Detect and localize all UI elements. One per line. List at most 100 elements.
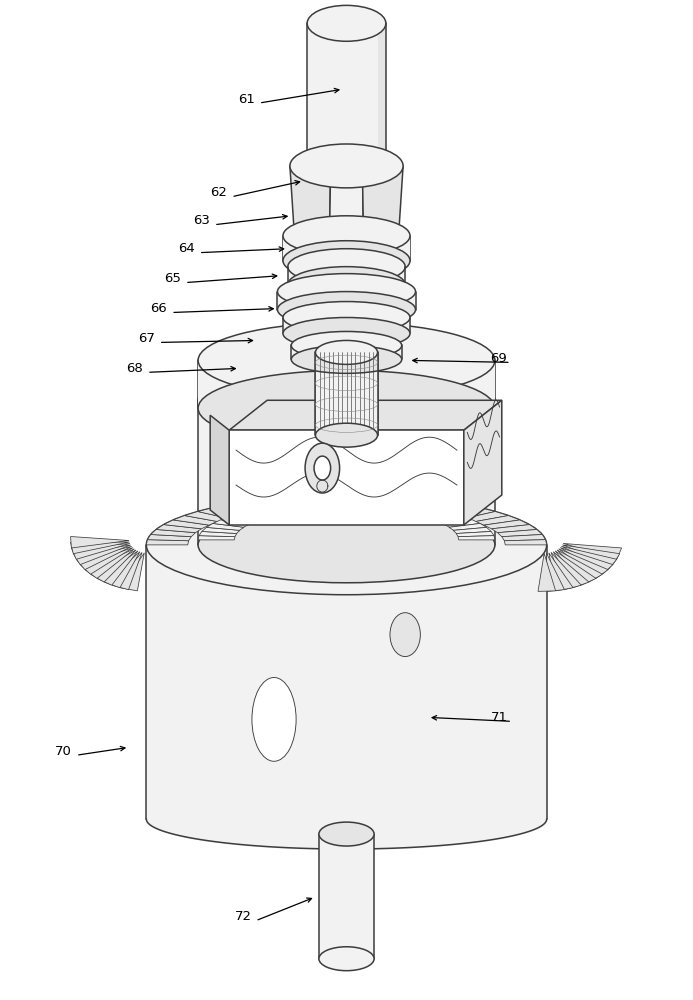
Polygon shape <box>71 542 130 554</box>
Polygon shape <box>267 506 294 514</box>
Polygon shape <box>80 548 133 574</box>
Ellipse shape <box>283 216 410 256</box>
Polygon shape <box>449 523 486 530</box>
Polygon shape <box>505 540 547 545</box>
Polygon shape <box>265 497 297 509</box>
Polygon shape <box>73 545 130 565</box>
Ellipse shape <box>307 148 386 184</box>
Polygon shape <box>557 550 602 582</box>
Polygon shape <box>290 166 331 236</box>
Polygon shape <box>173 516 218 525</box>
Ellipse shape <box>198 322 495 398</box>
Polygon shape <box>202 527 240 533</box>
Polygon shape <box>329 166 364 236</box>
Polygon shape <box>229 430 464 525</box>
Text: 61: 61 <box>238 93 255 106</box>
Polygon shape <box>561 546 617 569</box>
Polygon shape <box>283 236 410 261</box>
Polygon shape <box>437 516 472 524</box>
Polygon shape <box>475 516 520 525</box>
Polygon shape <box>315 352 378 435</box>
Polygon shape <box>549 553 573 591</box>
Text: 72: 72 <box>234 910 252 923</box>
Polygon shape <box>231 513 264 521</box>
Polygon shape <box>378 23 386 166</box>
Ellipse shape <box>305 443 340 493</box>
Polygon shape <box>319 834 374 959</box>
Ellipse shape <box>290 144 403 188</box>
Polygon shape <box>563 545 620 564</box>
Polygon shape <box>221 516 256 524</box>
Polygon shape <box>484 520 529 529</box>
Ellipse shape <box>307 5 386 41</box>
Polygon shape <box>85 549 134 578</box>
Polygon shape <box>374 503 396 510</box>
Text: 67: 67 <box>138 332 155 345</box>
Polygon shape <box>146 545 547 819</box>
Polygon shape <box>363 495 388 506</box>
Text: 70: 70 <box>55 745 72 758</box>
Polygon shape <box>410 508 439 516</box>
Polygon shape <box>346 495 367 506</box>
Ellipse shape <box>319 947 374 971</box>
Polygon shape <box>387 504 411 511</box>
Polygon shape <box>305 495 330 506</box>
Text: 66: 66 <box>150 302 167 315</box>
Polygon shape <box>198 400 495 545</box>
Polygon shape <box>229 400 502 430</box>
Ellipse shape <box>198 507 495 583</box>
Polygon shape <box>283 318 410 333</box>
Polygon shape <box>282 504 306 511</box>
Polygon shape <box>229 502 267 513</box>
Polygon shape <box>326 495 346 506</box>
Ellipse shape <box>314 456 331 480</box>
Polygon shape <box>288 267 405 285</box>
Polygon shape <box>121 553 144 591</box>
Polygon shape <box>164 520 209 529</box>
Polygon shape <box>254 508 283 516</box>
Polygon shape <box>207 523 244 530</box>
Polygon shape <box>213 505 253 515</box>
Polygon shape <box>198 508 240 518</box>
Polygon shape <box>426 502 464 513</box>
Polygon shape <box>560 548 613 574</box>
Polygon shape <box>156 525 202 533</box>
Polygon shape <box>291 345 402 359</box>
Ellipse shape <box>288 267 405 303</box>
Polygon shape <box>429 513 462 521</box>
Ellipse shape <box>198 362 495 438</box>
Polygon shape <box>362 166 403 236</box>
Polygon shape <box>380 496 408 507</box>
Ellipse shape <box>283 241 410 281</box>
Ellipse shape <box>294 217 399 254</box>
Ellipse shape <box>288 249 405 285</box>
Polygon shape <box>464 400 502 525</box>
Polygon shape <box>199 531 237 537</box>
Text: 64: 64 <box>178 242 195 255</box>
Text: 69: 69 <box>490 352 507 365</box>
Ellipse shape <box>277 292 416 327</box>
Polygon shape <box>91 550 136 582</box>
Ellipse shape <box>291 345 402 373</box>
Polygon shape <box>453 527 491 533</box>
Polygon shape <box>105 552 140 588</box>
Polygon shape <box>97 551 138 585</box>
Text: 62: 62 <box>211 186 227 199</box>
Polygon shape <box>148 535 191 541</box>
Polygon shape <box>247 499 282 511</box>
Polygon shape <box>346 502 363 507</box>
Polygon shape <box>411 499 446 511</box>
Polygon shape <box>538 553 556 591</box>
Ellipse shape <box>277 274 416 310</box>
Polygon shape <box>71 537 129 548</box>
Polygon shape <box>210 415 229 525</box>
Text: 63: 63 <box>193 214 210 227</box>
Polygon shape <box>551 552 581 590</box>
Text: 68: 68 <box>126 362 143 375</box>
Text: 71: 71 <box>491 711 508 724</box>
Ellipse shape <box>146 495 547 595</box>
Polygon shape <box>502 535 545 541</box>
Polygon shape <box>285 496 313 507</box>
Polygon shape <box>396 497 428 509</box>
Polygon shape <box>198 536 235 540</box>
